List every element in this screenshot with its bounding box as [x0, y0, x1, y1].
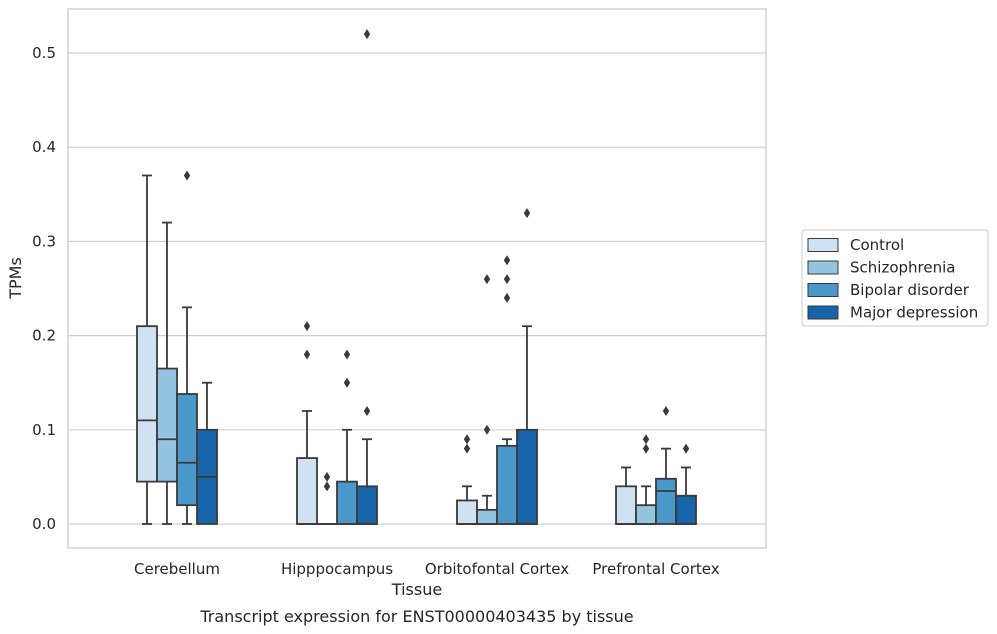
- box-body: [516, 428, 538, 525]
- box-body: [635, 504, 657, 525]
- box-groups: [136, 29, 697, 525]
- box-major-depression: [196, 381, 218, 525]
- y-tick-labels: 0.0 0.1 0.2 0.3 0.4 0.5: [32, 44, 56, 533]
- box-body: [176, 393, 198, 507]
- outlier-point: [642, 443, 650, 454]
- box-body: [476, 508, 498, 525]
- box-control: [296, 321, 318, 525]
- box-major-depression: [675, 443, 697, 525]
- legend-frame: [801, 229, 989, 327]
- box-major-depression: [356, 29, 378, 525]
- outlier-point: [343, 377, 351, 388]
- outlier-point: [483, 274, 491, 285]
- outlier-point: [303, 349, 311, 360]
- chart-caption: Transcript expression for ENST0000040343…: [199, 607, 633, 626]
- outlier-point: [463, 434, 471, 445]
- outlier-point: [483, 424, 491, 435]
- x-tick-label: Hipppocampus: [281, 560, 393, 578]
- outlier-point: [303, 321, 311, 332]
- x-axis-title: Tissue: [391, 580, 442, 599]
- y-tick-label: 0.5: [32, 44, 56, 62]
- box-body: [496, 444, 518, 525]
- legend-swatch: [807, 283, 839, 297]
- box-body: [675, 494, 697, 525]
- legend-label: Schizophrenia: [850, 259, 955, 277]
- outlier-point: [183, 170, 191, 181]
- box-control: [136, 174, 158, 525]
- outlier-point: [323, 471, 331, 482]
- x-tick-label: Prefrontal Cortex: [592, 560, 719, 578]
- box-body: [615, 485, 637, 525]
- box-body: [456, 499, 478, 525]
- y-tick-label: 0.1: [32, 421, 56, 439]
- outlier-point: [682, 443, 690, 454]
- legend-label: Bipolar disorder: [850, 281, 970, 299]
- legend-swatch: [807, 260, 839, 275]
- outlier-point: [463, 443, 471, 454]
- box-body: [336, 480, 358, 525]
- box-body: [356, 485, 378, 525]
- y-tick-label: 0.4: [32, 138, 56, 156]
- outlier-point: [363, 405, 371, 416]
- x-tick-labels: Cerebellum Hipppocampus Orbitofontal Corte…: [134, 560, 720, 578]
- box-schizophrenia: [635, 434, 657, 525]
- legend-label: Control: [850, 236, 904, 254]
- y-tick-label: 0.3: [32, 232, 56, 250]
- outlier-point: [523, 208, 531, 219]
- outlier-point: [662, 405, 670, 416]
- box-control: [615, 466, 637, 525]
- legend-label: Major depression: [850, 304, 978, 322]
- legend: Control Schizophrenia Bipolar disorder Majo…: [801, 229, 989, 327]
- outlier-point: [343, 349, 351, 360]
- outlier-point: [363, 29, 371, 40]
- outlier-point: [323, 481, 331, 492]
- y-tick-label: 0.2: [32, 327, 56, 345]
- box-body: [655, 477, 677, 525]
- box-major-depression: [516, 208, 538, 525]
- box-bipolar-disorder: [336, 349, 358, 525]
- y-axis-title: TPMs: [6, 257, 25, 300]
- box-bipolar-disorder: [176, 170, 198, 525]
- legend-swatch: [807, 238, 839, 252]
- x-tick-label: Orbitofontal Cortex: [425, 560, 569, 578]
- box-body: [136, 325, 158, 483]
- outlier-point: [503, 292, 511, 303]
- box-body: [296, 457, 318, 525]
- y-tick-label: 0.0: [32, 515, 56, 533]
- legend-swatch: [807, 305, 839, 320]
- box-body: [156, 367, 178, 483]
- outlier-point: [642, 434, 650, 445]
- x-tick-label: Cerebellum: [134, 560, 220, 578]
- outlier-point: [503, 255, 511, 266]
- outlier-point: [503, 274, 511, 285]
- plot-frame: [67, 8, 767, 549]
